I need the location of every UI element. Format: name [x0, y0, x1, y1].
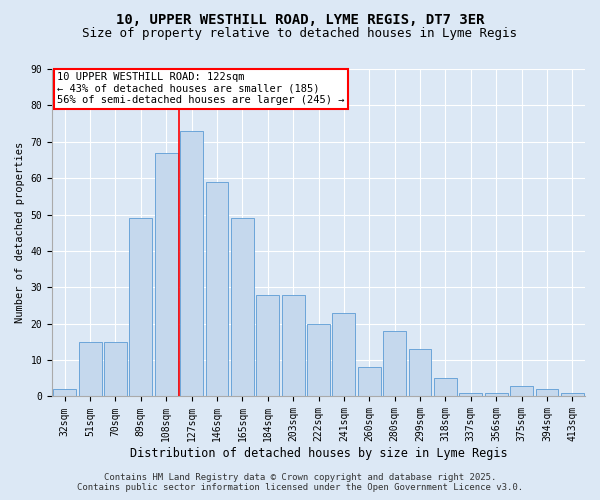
Bar	[282, 294, 305, 396]
Text: Contains HM Land Registry data © Crown copyright and database right 2025.
Contai: Contains HM Land Registry data © Crown c…	[77, 473, 523, 492]
Y-axis label: Number of detached properties: Number of detached properties	[15, 142, 25, 324]
Bar	[561, 393, 584, 396]
Bar	[485, 393, 508, 396]
Bar	[104, 342, 127, 396]
Bar	[79, 342, 101, 396]
Bar	[510, 386, 533, 396]
Text: 10 UPPER WESTHILL ROAD: 122sqm
← 43% of detached houses are smaller (185)
56% of: 10 UPPER WESTHILL ROAD: 122sqm ← 43% of …	[58, 72, 345, 106]
Bar	[332, 313, 355, 396]
Bar	[460, 393, 482, 396]
Bar	[536, 389, 559, 396]
Bar	[434, 378, 457, 396]
Bar	[231, 218, 254, 396]
X-axis label: Distribution of detached houses by size in Lyme Regis: Distribution of detached houses by size …	[130, 447, 508, 460]
Bar	[307, 324, 330, 396]
Bar	[130, 218, 152, 396]
Bar	[256, 294, 279, 396]
Bar	[180, 131, 203, 396]
Bar	[155, 152, 178, 396]
Bar	[206, 182, 229, 396]
Bar	[409, 349, 431, 397]
Text: 10, UPPER WESTHILL ROAD, LYME REGIS, DT7 3ER: 10, UPPER WESTHILL ROAD, LYME REGIS, DT7…	[116, 12, 484, 26]
Bar	[358, 368, 380, 396]
Bar	[53, 389, 76, 396]
Text: Size of property relative to detached houses in Lyme Regis: Size of property relative to detached ho…	[83, 28, 517, 40]
Bar	[383, 331, 406, 396]
